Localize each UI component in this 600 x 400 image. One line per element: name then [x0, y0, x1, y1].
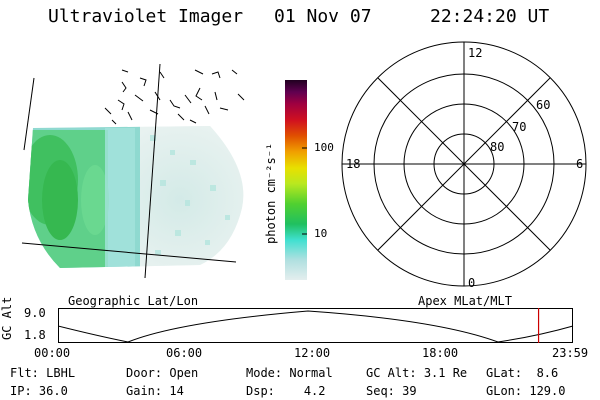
mlt-label-18: 18: [346, 157, 361, 171]
status-gc-alt: GC Alt: 3.1 Re: [366, 366, 468, 380]
apex-panel-title: Apex MLat/MLT: [418, 294, 512, 308]
geographic-image-panel: [21, 63, 245, 279]
colorbar-tick-100: 100: [314, 141, 334, 154]
colorbar-tick-10: 10: [314, 227, 328, 240]
colorbar: [285, 80, 307, 280]
colorbar-unit-label: photon cm⁻²s⁻¹: [264, 142, 278, 244]
geographic-grid-lines: [21, 63, 237, 279]
altitude-xtick-2359: 23:59: [552, 346, 589, 360]
status-ip: IP: 36.0: [10, 384, 68, 398]
altitude-xtick-1200: 12:00: [294, 346, 331, 360]
mlat-label-70: 70: [512, 120, 527, 134]
instrument-title: Ultraviolet Imager: [48, 6, 244, 27]
geographic-panel-title: Geographic Lat/Lon: [68, 294, 199, 308]
status-seq: Seq: 39: [366, 384, 417, 398]
altitude-ytick-high: 9.0: [24, 306, 46, 320]
status-gain: Gain: 14: [126, 384, 184, 398]
altitude-ylabel: GC Alt: [0, 296, 14, 340]
status-flt: Flt: LBHL: [10, 366, 76, 380]
apex-polar-grid: [341, 41, 587, 287]
image-date: 01 Nov 07: [274, 6, 372, 27]
image-time: 22:24:20 UT: [430, 6, 550, 27]
altitude-xtick-1800: 18:00: [422, 346, 459, 360]
mlat-label-60: 60: [536, 98, 551, 112]
altitude-plot: [58, 308, 574, 343]
mlat-label-80: 80: [490, 140, 505, 154]
altitude-xtick-0600: 06:00: [166, 346, 203, 360]
mlt-label-6: 6: [576, 157, 584, 171]
status-glon: GLon: 129.0: [486, 384, 566, 398]
auroral-image: [28, 126, 244, 268]
mlt-label-12: 12: [468, 46, 483, 60]
altitude-ytick-low: 1.8: [24, 328, 46, 342]
mlt-label-0: 0: [468, 276, 476, 290]
status-mode: Mode: Normal: [246, 366, 333, 380]
status-glat: GLat: 8.6: [486, 366, 559, 380]
status-door: Door: Open: [126, 366, 199, 380]
altitude-xtick-0000: 00:00: [34, 346, 71, 360]
status-dsp: Dsp: 4.2: [246, 384, 326, 398]
coastline-fragments: [104, 69, 245, 125]
altitude-curve: [58, 310, 574, 343]
